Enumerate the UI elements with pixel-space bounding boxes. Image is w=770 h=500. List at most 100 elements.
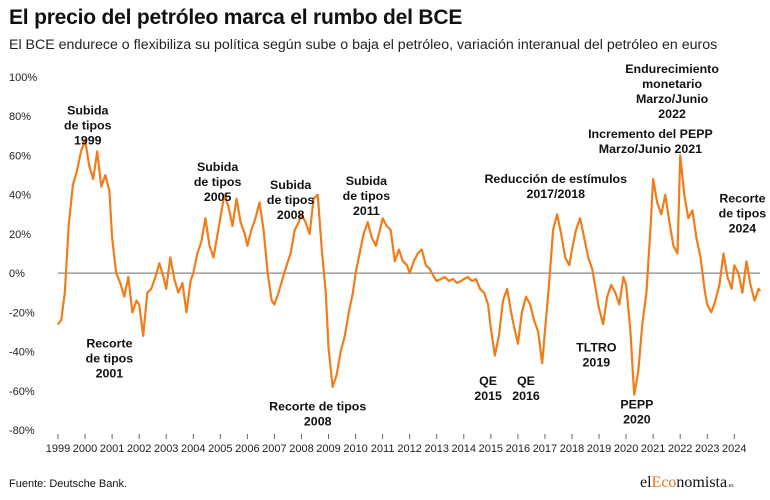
data-point xyxy=(668,221,671,223)
data-point xyxy=(154,276,157,278)
x-tick-label: 2017 xyxy=(533,443,557,455)
data-point xyxy=(467,276,469,278)
data-point xyxy=(394,260,396,263)
data-point xyxy=(625,284,627,286)
x-tick-label: 2010 xyxy=(343,443,367,455)
data-point xyxy=(212,256,215,259)
x-tick-label: 2003 xyxy=(154,443,178,455)
logo-accent: Eco xyxy=(651,474,677,491)
data-point xyxy=(111,237,113,239)
y-tick-label: 40% xyxy=(9,190,31,202)
data-point xyxy=(753,299,756,302)
data-point xyxy=(358,252,361,255)
data-point xyxy=(606,295,608,298)
data-point xyxy=(649,229,652,231)
data-point xyxy=(560,233,562,235)
annotation-label: Subida de tipos 2008 xyxy=(267,178,315,222)
data-point xyxy=(379,229,381,231)
annotation-line: 2016 xyxy=(512,389,540,403)
data-point xyxy=(354,272,357,274)
data-point xyxy=(385,225,388,227)
data-point xyxy=(425,264,427,267)
data-point xyxy=(695,237,698,239)
data-point xyxy=(691,209,694,212)
data-point xyxy=(189,280,192,282)
annotation-line: 2017/2018 xyxy=(526,187,585,201)
annotation-label: TLTRO 2019 xyxy=(576,341,617,370)
data-point xyxy=(444,276,446,278)
data-point xyxy=(544,331,546,333)
annotation-label: Recorte de tipos 2008 xyxy=(269,399,366,428)
data-point xyxy=(123,295,126,298)
data-point xyxy=(435,280,438,282)
data-point xyxy=(80,150,82,153)
data-point xyxy=(529,303,531,306)
annotation-line: 2005 xyxy=(204,190,232,204)
data-point xyxy=(208,244,211,247)
data-point xyxy=(429,268,431,271)
y-axis: 100% 80% 60% 40% 20% 0% -20% -40% -60% -80% xyxy=(9,72,37,437)
y-tick-label: -80% xyxy=(9,425,35,437)
annotation-line: Subida xyxy=(67,103,108,117)
data-point xyxy=(277,291,280,294)
x-tick-label: 2000 xyxy=(73,443,97,455)
data-point xyxy=(177,291,180,294)
annotation-label: Subida de tipos 1999 xyxy=(64,103,112,147)
annotation-label: QE 2016 xyxy=(512,374,540,403)
source-note: Fuente: Deutsche Bank. xyxy=(9,478,128,490)
data-point xyxy=(196,252,199,255)
y-tick-label: 100% xyxy=(9,72,37,84)
y-tick-label: 80% xyxy=(9,111,31,123)
data-point xyxy=(304,221,307,223)
y-tick-label: 60% xyxy=(9,150,31,162)
data-point xyxy=(679,154,681,157)
data-point xyxy=(92,178,94,180)
annotation-line: de tipos xyxy=(343,189,391,203)
data-point xyxy=(104,174,107,176)
annotation-line: Subida xyxy=(270,178,311,192)
annotation-line: TLTRO xyxy=(576,341,617,355)
x-tick-label: 2013 xyxy=(424,443,448,455)
data-point xyxy=(537,331,539,333)
annotation-line: 2008 xyxy=(304,414,332,428)
data-point xyxy=(552,229,554,231)
data-point xyxy=(672,244,675,247)
data-point xyxy=(730,288,733,290)
logo-suffix: nomista xyxy=(676,474,728,491)
data-point xyxy=(335,374,338,376)
data-point xyxy=(629,327,631,329)
data-point xyxy=(227,205,230,208)
annotation-line: Reducción de estímulos xyxy=(484,172,627,186)
data-point xyxy=(602,323,604,325)
data-point xyxy=(741,291,744,294)
data-point xyxy=(262,229,265,231)
data-point xyxy=(150,288,153,290)
data-point xyxy=(192,272,195,274)
data-point xyxy=(722,252,725,255)
series-group xyxy=(57,138,761,396)
data-point xyxy=(298,221,300,223)
annotation-label: Subida de tipos 2005 xyxy=(194,160,242,204)
data-point xyxy=(610,284,612,286)
data-point xyxy=(498,335,500,337)
data-point xyxy=(84,139,86,141)
annotation-label: PEPP 2020 xyxy=(620,397,653,426)
data-point xyxy=(325,291,327,294)
data-point xyxy=(757,288,760,290)
data-point xyxy=(138,303,140,306)
annotation-line: Endurecimiento xyxy=(625,62,719,76)
y-tick-label: -60% xyxy=(9,386,35,398)
x-tick-label: 2002 xyxy=(127,443,151,455)
data-point xyxy=(421,248,423,251)
annotation-line: QE xyxy=(517,374,535,388)
x-tick-label: 2016 xyxy=(506,443,530,455)
data-point xyxy=(344,335,346,337)
data-point xyxy=(494,354,496,357)
data-point xyxy=(398,248,400,251)
series-line xyxy=(57,138,761,396)
data-point xyxy=(169,256,172,259)
annotation-line: de tipos xyxy=(194,175,242,189)
data-point xyxy=(223,193,226,196)
data-point xyxy=(119,282,121,284)
data-point xyxy=(622,276,625,278)
